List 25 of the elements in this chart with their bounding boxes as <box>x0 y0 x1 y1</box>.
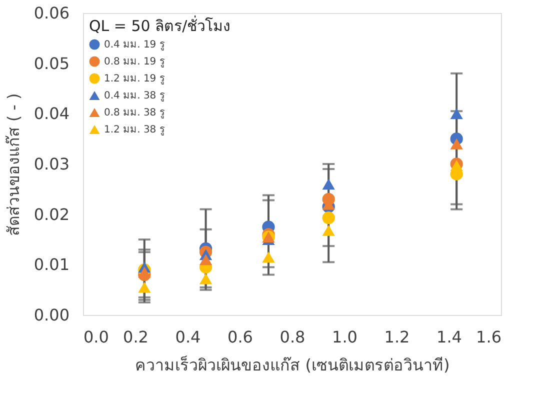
y-tick-label: 0.04 <box>34 104 70 124</box>
legend-title: QL = 50 ลิตร/ชั่วโมง <box>89 15 230 35</box>
legend-label: 1.2 มม. 19 รู <box>104 74 166 84</box>
x-tick-label: 1.4 <box>436 328 462 346</box>
legend-label: 0.4 มม. 19 รู <box>104 40 166 50</box>
x-axis-title: ความเร็วผิวเผินของแก๊ส (เซนติเมตรต่อวินาที) <box>135 354 450 374</box>
legend-label: 1.2 มม. 38 รู <box>104 124 166 136</box>
x-tick-label: 0.4 <box>175 328 201 346</box>
x-tick-label: 1.2 <box>384 328 410 346</box>
x-tick-label: 1.0 <box>332 328 358 346</box>
x-tick-label: 0.0 <box>84 328 109 346</box>
y-tick-label: 0.03 <box>34 154 70 174</box>
y-tick-label: 0.00 <box>34 306 70 324</box>
legend-label: 0.4 มม. 38 รู <box>104 90 166 102</box>
y-axis-title: สัดส่วนของแก๊ส ( - ) <box>4 93 23 236</box>
x-tick-label: 0.2 <box>123 328 148 346</box>
y-tick-label: 0.06 <box>34 4 70 22</box>
legend-label: 0.8 มม. 38 รู <box>104 108 166 118</box>
legend-label: 0.8 มม. 19 รู <box>104 56 166 68</box>
y-tick-label: 0.05 <box>34 54 70 73</box>
x-tick-label: 0.8 <box>280 328 306 346</box>
y-tick-label: 0.01 <box>34 255 70 274</box>
x-tick-label: 0.6 <box>228 328 253 346</box>
y-tick-label: 0.02 <box>34 204 70 224</box>
x-tick-label: 1.6 <box>476 328 502 346</box>
